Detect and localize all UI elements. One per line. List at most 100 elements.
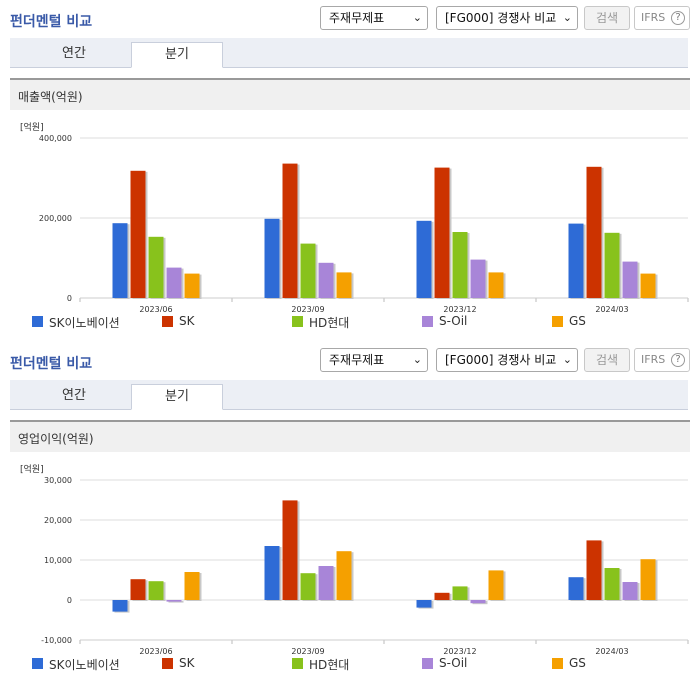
legend-swatch — [422, 658, 433, 669]
statement-select-value: 주재무제표 — [329, 353, 385, 367]
y-tick-label: 200,000 — [39, 214, 72, 223]
help-icon: ? — [671, 353, 685, 367]
tab-quarterly[interactable]: 분기 — [131, 384, 223, 410]
legend-label: S-Oil — [439, 656, 468, 670]
fundamental-section-revenue: 펀더멘털 비교 주재무제표 ⌄ [FG000] 경쟁사 비교 ⌄ 검색 IFRS… — [0, 0, 696, 340]
bar-2-0 — [416, 220, 432, 298]
bar-1-4 — [336, 272, 352, 298]
revenue-bar-chart: 0 200,000 400,000 2023/06 2023/09 2023/12 2024… — [39, 134, 689, 312]
bar-3-2 — [604, 232, 620, 298]
chevron-down-icon: ⌄ — [562, 11, 572, 24]
operating-profit-bar-chart: -10,000 0 10,000 20,000 30,000 2023/06 2023/09… — [41, 476, 689, 654]
legend-swatch — [32, 316, 43, 327]
bar-3-1 — [586, 166, 602, 298]
bar-1-3 — [318, 566, 334, 600]
x-tick-label: 2023/06 — [139, 647, 172, 654]
legend-swatch — [292, 658, 303, 669]
chevron-down-icon: ⌄ — [412, 353, 422, 366]
bar-1-0 — [264, 218, 280, 298]
unit-label: [억원] — [20, 465, 44, 475]
x-tick-label: 2024/03 — [595, 647, 628, 654]
tab-annual[interactable]: 연간 — [62, 46, 86, 61]
section-header: 펀더멘털 비교 주재무제표 ⌄ [FG000] 경쟁사 비교 ⌄ 검색 IFRS… — [0, 0, 696, 34]
metric-label: 매출액(억원) — [18, 90, 83, 104]
bar-0-2 — [148, 581, 164, 600]
tab-annual[interactable]: 연간 — [62, 388, 86, 403]
legend-label: GS — [569, 656, 586, 670]
legend-swatch — [162, 658, 173, 669]
bar-2-4 — [488, 272, 504, 298]
y-tick-label: 0 — [67, 294, 72, 303]
legend-label: GS — [569, 314, 586, 328]
tab-quarterly[interactable]: 분기 — [131, 42, 223, 68]
x-tick-label: 2023/06 — [139, 305, 172, 312]
x-tick-label: 2023/12 — [443, 647, 476, 654]
bar-1-1 — [282, 163, 298, 298]
bar-0-0 — [112, 223, 128, 298]
legend-label: SK — [179, 656, 195, 670]
chart-panel: 매출액(억원) [억원] 0 200,000 400,000 2023/06 2023/… — [10, 78, 690, 336]
x-tick-label: 2023/09 — [291, 647, 324, 654]
legend-label: HD현대 — [309, 658, 350, 672]
y-tick-label: 400,000 — [39, 134, 72, 143]
legend-label: S-Oil — [439, 314, 468, 328]
search-button[interactable]: 검색 — [584, 6, 630, 30]
section-header: 펀더멘털 비교 주재무제표 ⌄ [FG000] 경쟁사 비교 ⌄ 검색 IFRS… — [0, 342, 696, 376]
fundamental-section-operating-profit: 펀더멘털 비교 주재무제표 ⌄ [FG000] 경쟁사 비교 ⌄ 검색 IFRS… — [0, 342, 696, 684]
bar-2-1 — [434, 167, 450, 298]
bar-2-2 — [452, 232, 468, 298]
bar-2-1 — [434, 592, 450, 600]
bar-0-2 — [148, 236, 164, 298]
bar-3-1 — [586, 540, 602, 600]
period-tabs: 연간 분기 — [10, 380, 688, 410]
chevron-down-icon: ⌄ — [412, 11, 422, 24]
bar-2-0 — [416, 600, 432, 608]
bar-1-2 — [300, 573, 316, 600]
statement-select[interactable]: 주재무제표 ⌄ — [320, 348, 428, 372]
chart-legend: SK이노베이션 SK HD현대 S-Oil GS — [32, 314, 692, 330]
x-tick-label: 2023/12 — [443, 305, 476, 312]
y-tick-label: 10,000 — [44, 556, 72, 565]
bar-1-4 — [336, 551, 352, 600]
bar-0-0 — [112, 600, 128, 612]
bar-1-1 — [282, 500, 298, 600]
x-tick-label: 2023/09 — [291, 305, 324, 312]
ifrs-help-button[interactable]: IFRS ? — [634, 6, 690, 30]
y-tick-label: 20,000 — [44, 516, 72, 525]
section-title: 펀더멘털 비교 — [10, 14, 93, 30]
bar-1-3 — [318, 262, 334, 298]
ifrs-label: IFRS — [641, 11, 666, 24]
x-tick-label: 2024/03 — [595, 305, 628, 312]
legend-label: SK — [179, 314, 195, 328]
chevron-down-icon: ⌄ — [562, 353, 572, 366]
y-tick-label: 0 — [67, 596, 72, 605]
help-icon: ? — [671, 11, 685, 25]
bar-3-4 — [640, 273, 656, 298]
legend-label: SK이노베이션 — [49, 316, 120, 330]
bar-2-3 — [470, 600, 486, 604]
bar-2-4 — [488, 570, 504, 600]
peer-select[interactable]: [FG000] 경쟁사 비교 ⌄ — [436, 348, 578, 372]
ifrs-help-button[interactable]: IFRS ? — [634, 348, 690, 372]
bar-0-3 — [166, 267, 182, 298]
unit-label: [억원] — [20, 123, 44, 133]
ifrs-label: IFRS — [641, 353, 666, 366]
bar-3-3 — [622, 261, 638, 298]
chart-panel: 영업이익(억원) [억원] -10,000 0 10,000 20,000 30,000… — [10, 420, 690, 678]
legend-swatch — [552, 316, 563, 327]
bar-0-1 — [130, 579, 146, 600]
search-button[interactable]: 검색 — [584, 348, 630, 372]
statement-select[interactable]: 주재무제표 ⌄ — [320, 6, 428, 30]
bar-2-2 — [452, 586, 468, 600]
bar-0-3 — [166, 600, 182, 602]
legend-label: SK이노베이션 — [49, 658, 120, 672]
peer-select[interactable]: [FG000] 경쟁사 비교 ⌄ — [436, 6, 578, 30]
legend-swatch — [32, 658, 43, 669]
bar-3-2 — [604, 568, 620, 600]
metric-label-bar: 영업이익(억원) — [10, 422, 690, 452]
bar-0-1 — [130, 170, 146, 298]
y-tick-label: -10,000 — [41, 636, 72, 645]
legend-swatch — [292, 316, 303, 327]
bar-0-4 — [184, 572, 200, 600]
bar-2-3 — [470, 259, 486, 298]
